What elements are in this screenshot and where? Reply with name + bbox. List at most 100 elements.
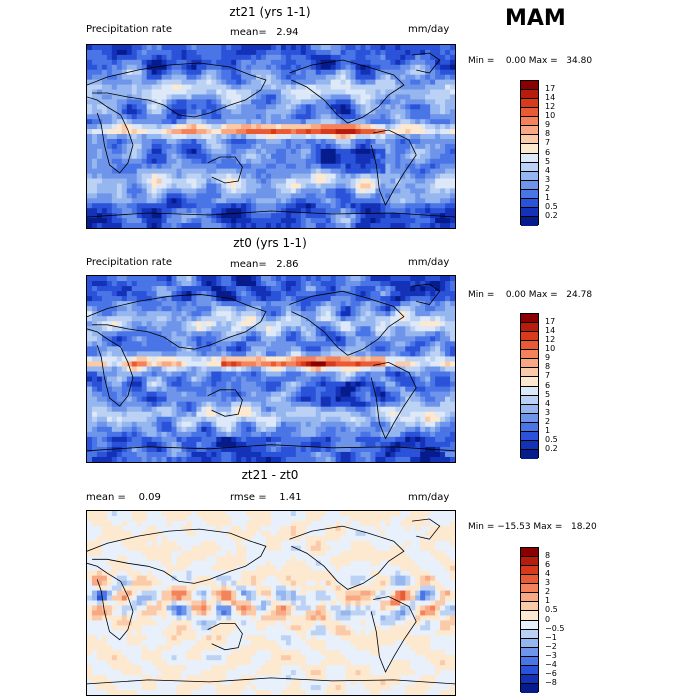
field-cell bbox=[440, 54, 446, 61]
field-cell bbox=[196, 331, 202, 337]
field-cell bbox=[435, 416, 441, 423]
field-cell bbox=[440, 326, 446, 332]
field-cell bbox=[166, 396, 173, 403]
field-cell bbox=[221, 406, 227, 413]
field-cell bbox=[425, 361, 431, 368]
field-cell bbox=[275, 331, 282, 337]
field-cell bbox=[440, 79, 446, 86]
field-cell bbox=[186, 351, 193, 358]
field-cell bbox=[350, 371, 357, 378]
field-cell bbox=[425, 291, 431, 297]
field-cell bbox=[146, 376, 153, 383]
field-cell bbox=[290, 281, 297, 287]
field-cell bbox=[171, 416, 178, 423]
field-cell bbox=[345, 306, 352, 312]
field-cell bbox=[430, 311, 436, 317]
field-cell bbox=[450, 411, 455, 418]
field-cell bbox=[206, 168, 212, 175]
field-cell bbox=[325, 109, 332, 115]
field-cell bbox=[430, 64, 436, 71]
field-cell bbox=[111, 193, 118, 199]
field-cell bbox=[430, 366, 436, 373]
field-cell bbox=[275, 336, 282, 342]
field-cell bbox=[385, 301, 391, 307]
field-cell bbox=[350, 326, 357, 332]
field-cell bbox=[355, 134, 362, 140]
field-cell bbox=[131, 366, 138, 373]
field-cell bbox=[236, 198, 242, 204]
field-cell bbox=[171, 391, 178, 398]
field-cell bbox=[236, 183, 242, 190]
field-cell bbox=[101, 401, 108, 408]
field-cell bbox=[106, 64, 113, 71]
field-cell bbox=[251, 114, 257, 120]
field-cell bbox=[380, 143, 386, 150]
colorbar-tick-label: 0.2 bbox=[545, 210, 558, 220]
field-cell bbox=[96, 148, 103, 155]
field-cell bbox=[425, 386, 431, 393]
field-cell bbox=[325, 371, 332, 378]
field-cell bbox=[410, 391, 416, 398]
field-cell bbox=[141, 89, 148, 96]
field-cell bbox=[226, 416, 232, 423]
field-cell bbox=[390, 213, 396, 219]
field-cell bbox=[430, 183, 436, 190]
field-cell bbox=[106, 401, 113, 408]
field-cell bbox=[435, 134, 441, 140]
field-cell bbox=[340, 89, 347, 96]
field-cell bbox=[275, 301, 282, 307]
field-cell bbox=[315, 59, 322, 66]
field-cell bbox=[206, 291, 212, 297]
field-cell bbox=[186, 411, 193, 418]
field-cell bbox=[266, 321, 272, 327]
field-cell bbox=[390, 104, 396, 110]
field-cell bbox=[400, 281, 406, 287]
field-cell bbox=[101, 45, 108, 51]
field-cell bbox=[101, 411, 108, 418]
field-cell bbox=[266, 89, 272, 96]
field-cell bbox=[410, 119, 416, 125]
field-cell bbox=[300, 321, 307, 327]
field-cell bbox=[146, 203, 153, 209]
field-cell bbox=[196, 286, 202, 292]
field-cell bbox=[201, 89, 207, 96]
field-cell bbox=[290, 416, 297, 423]
field-cell bbox=[246, 366, 252, 373]
field-cell bbox=[360, 416, 367, 423]
field-cell bbox=[261, 406, 267, 413]
field-cell bbox=[385, 416, 391, 423]
field-cell bbox=[290, 361, 297, 368]
field-cell bbox=[310, 406, 317, 413]
field-cell bbox=[146, 331, 153, 337]
field-cell bbox=[280, 138, 287, 145]
field-cell bbox=[305, 79, 312, 86]
field-cell bbox=[226, 89, 232, 96]
field-cell bbox=[390, 223, 396, 228]
field-cell bbox=[390, 99, 396, 105]
field-cell bbox=[360, 104, 367, 110]
field-cell bbox=[116, 99, 123, 105]
field-cell bbox=[261, 84, 267, 91]
field-cell bbox=[405, 316, 411, 322]
field-cell bbox=[360, 129, 367, 135]
field-cell bbox=[266, 346, 272, 353]
field-cell bbox=[121, 119, 128, 125]
field-cell bbox=[335, 168, 342, 175]
field-cell bbox=[290, 134, 297, 140]
field-cell bbox=[375, 193, 381, 199]
field-cell bbox=[380, 356, 386, 363]
field-cell bbox=[111, 94, 118, 101]
field-cell bbox=[385, 163, 391, 170]
field-cell bbox=[365, 114, 372, 120]
field-cell bbox=[136, 193, 143, 199]
field-cell bbox=[395, 138, 401, 145]
field-cell bbox=[201, 366, 207, 373]
field-cell bbox=[385, 99, 391, 105]
field-cell bbox=[191, 406, 197, 413]
field-cell bbox=[186, 276, 193, 282]
field-cell bbox=[415, 193, 421, 199]
field-cell bbox=[350, 45, 357, 51]
field-cell bbox=[280, 134, 287, 140]
field-cell bbox=[191, 124, 197, 130]
field-cell bbox=[325, 188, 332, 194]
